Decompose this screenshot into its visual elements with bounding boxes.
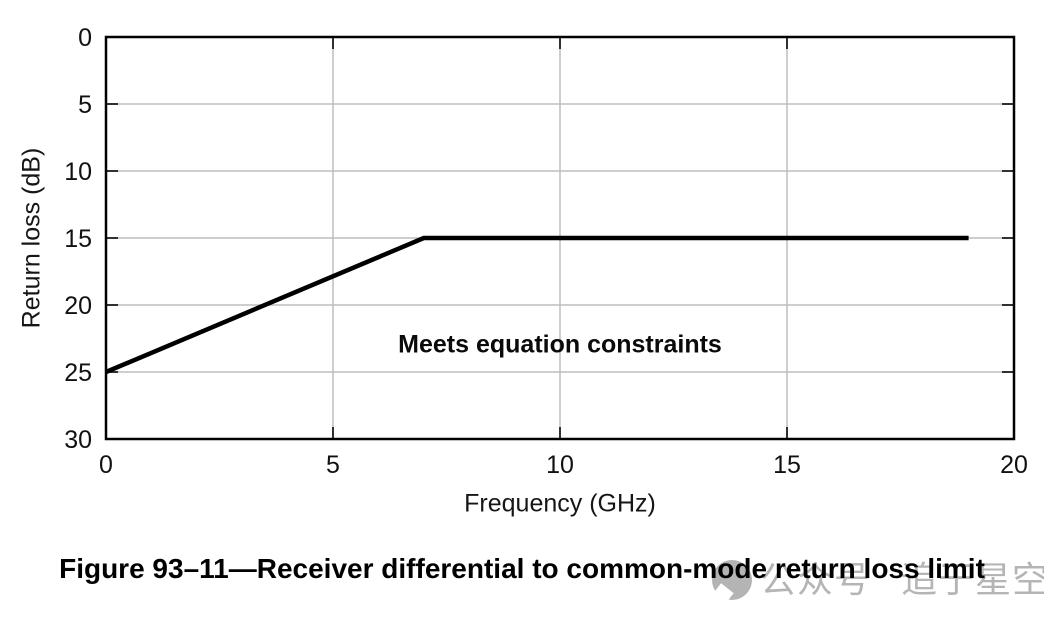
x-tick-label: 15	[773, 451, 801, 479]
x-axis-title: Frequency (GHz)	[464, 489, 656, 518]
y-tick-label: 25	[64, 359, 92, 387]
y-tick-label: 10	[64, 158, 92, 186]
x-tick-label: 20	[1000, 451, 1028, 479]
x-tick-label: 5	[326, 451, 340, 479]
y-axis-title: Return loss (dB)	[17, 147, 46, 329]
y-tick-label: 0	[78, 24, 92, 52]
y-tick-label: 15	[64, 225, 92, 253]
watermark-prefix: 公众号	[760, 559, 872, 600]
watermark-name: 追于星空	[901, 559, 1044, 600]
wechat-logo-icon	[712, 560, 752, 600]
x-tick-label: 10	[546, 451, 574, 479]
y-tick-label: 30	[64, 426, 92, 454]
watermark: 公众号 追于星空	[712, 558, 1044, 602]
figure-caption: Figure 93–11—Receiver differential to co…	[59, 553, 985, 584]
y-tick-label: 5	[78, 91, 92, 119]
x-tick-label: 0	[99, 451, 113, 479]
y-tick-label: 20	[64, 292, 92, 320]
plot-annotation: Meets equation constraints	[398, 330, 722, 359]
